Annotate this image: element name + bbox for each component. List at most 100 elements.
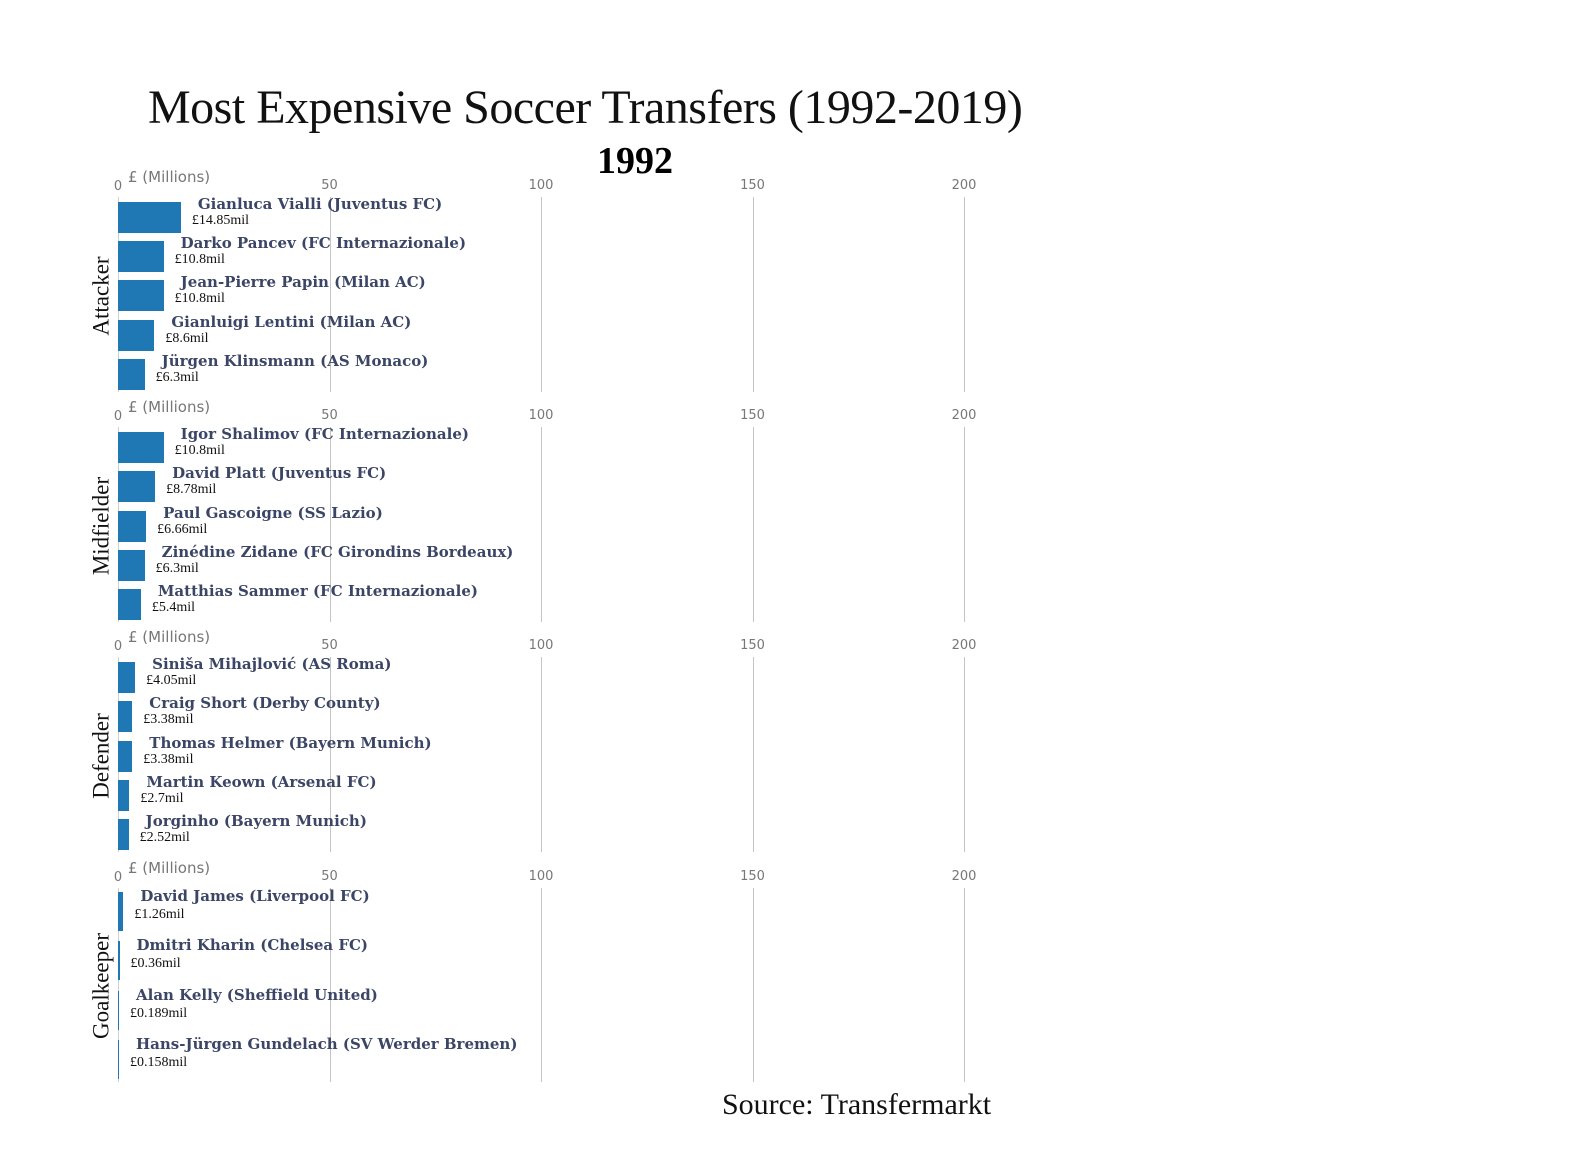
- x-tick-label: 50: [321, 869, 338, 884]
- player-name-label: Alan Kelly (Sheffield United): [136, 985, 378, 1004]
- gridline-200: [964, 427, 965, 622]
- x-tick-label: 50: [321, 408, 338, 423]
- x-axis-label: £ (Millions): [128, 628, 211, 646]
- player-name-label: Dmitri Kharin (Chelsea FC): [136, 936, 369, 955]
- bar: [118, 662, 136, 693]
- x-tick-label: 0: [113, 179, 123, 194]
- bar: [118, 892, 124, 931]
- player-name-label: Darko Pancev (FC Internazionale): [180, 234, 467, 253]
- transfer-fee-label: £10.8mil: [174, 291, 225, 307]
- bar: [118, 990, 119, 1030]
- x-tick-label: 50: [321, 178, 338, 193]
- gridline-50: [330, 657, 331, 852]
- bar: [118, 819, 129, 851]
- x-tick-label: 100: [528, 869, 554, 884]
- transfer-fee-label: £0.36mil: [130, 956, 181, 972]
- source-caption: Source: Transfermarkt: [722, 1088, 992, 1121]
- transfer-fee-label: £6.66mil: [157, 521, 208, 537]
- chart-title: Most Expensive Soccer Transfers (1992-20…: [148, 81, 1023, 134]
- player-name-label: Hans-Jürgen Gundelach (SV Werder Bremen): [136, 1035, 518, 1054]
- transfer-fee-label: £8.78mil: [166, 482, 217, 498]
- player-name-label: Igor Shalimov (FC Internazionale): [180, 425, 469, 443]
- player-name-label: Jorginho (Bayern Munich): [145, 812, 367, 831]
- player-name-label: David Platt (Juventus FC): [172, 464, 387, 483]
- x-tick-label: 200: [951, 869, 977, 884]
- bar: [118, 740, 133, 772]
- gridline-150: [753, 427, 754, 622]
- gridline-150: [753, 197, 754, 392]
- transfer-fee-label: £3.38mil: [143, 712, 194, 728]
- bar: [118, 358, 145, 390]
- gridline-200: [964, 197, 965, 392]
- bar: [118, 241, 164, 273]
- transfer-fee-label: £0.158mil: [130, 1055, 188, 1071]
- x-tick-label: 50: [321, 638, 338, 653]
- x-tick-label: 0: [113, 870, 123, 885]
- player-name-label: Craig Short (Derby County): [149, 694, 381, 713]
- x-tick-label: 0: [113, 409, 123, 424]
- bar: [118, 1040, 119, 1080]
- gridline-50: [330, 427, 331, 622]
- player-name-label: Thomas Helmer (Bayern Munich): [149, 733, 432, 752]
- x-tick-label: 200: [951, 178, 977, 193]
- bar: [118, 589, 141, 621]
- bar: [118, 319, 155, 351]
- gridline-150: [753, 888, 754, 1082]
- position-label: Attacker: [88, 256, 114, 336]
- player-name-label: David James (Liverpool FC): [140, 887, 370, 905]
- bar: [118, 471, 156, 503]
- x-axis-label: £ (Millions): [128, 859, 211, 877]
- x-tick-label: 150: [740, 408, 765, 423]
- transfer-fee-label: £14.85mil: [191, 213, 249, 228]
- x-tick-label: 150: [740, 178, 765, 193]
- bar: [118, 549, 145, 581]
- x-tick-label: 100: [528, 408, 554, 423]
- bar: [118, 701, 133, 733]
- player-name-label: Paul Gascoigne (SS Lazio): [163, 503, 383, 522]
- bar: [118, 202, 181, 233]
- position-label: Defender: [88, 713, 114, 799]
- player-name-label: Gianluigi Lentini (Milan AC): [171, 312, 412, 331]
- player-name-label: Siniša Mihajlović (AS Roma): [152, 655, 392, 673]
- bar: [118, 779, 130, 811]
- player-name-label: Zinédine Zidane (FC Girondins Bordeaux): [161, 542, 514, 561]
- player-name-label: Jean-Pierre Papin (Milan AC): [180, 273, 426, 292]
- transfer-fee-label: £4.05mil: [146, 673, 197, 688]
- x-tick-label: 150: [740, 869, 765, 884]
- transfer-fee-label: £2.52mil: [139, 830, 190, 846]
- gridline-100: [541, 657, 542, 852]
- transfer-fee-label: £10.8mil: [174, 443, 225, 458]
- transfer-fee-label: £6.3mil: [155, 369, 199, 385]
- transfer-fee-label: £2.7mil: [140, 790, 184, 806]
- gridline-0: [118, 888, 119, 1082]
- gridline-100: [541, 888, 542, 1082]
- gridline-150: [753, 657, 754, 852]
- gridline-200: [964, 888, 965, 1082]
- transfer-fee-label: £10.8mil: [174, 252, 225, 268]
- position-label: Goalkeeper: [88, 932, 114, 1039]
- transfer-fee-label: £6.3mil: [155, 560, 199, 576]
- transfer-fee-label: £3.38mil: [143, 751, 194, 767]
- bar: [118, 941, 120, 981]
- x-tick-label: 200: [951, 408, 977, 423]
- position-label: Midfielder: [88, 476, 114, 576]
- player-name-label: Martin Keown (Arsenal FC): [146, 772, 377, 791]
- transfer-fee-label: £0.189mil: [130, 1005, 188, 1021]
- player-name-label: Gianluca Vialli (Juventus FC): [197, 195, 443, 213]
- bar: [118, 280, 164, 312]
- gridline-200: [964, 657, 965, 852]
- x-tick-label: 100: [528, 178, 554, 193]
- year-label: 1992: [597, 140, 673, 182]
- player-name-label: Matthias Sammer (FC Internazionale): [157, 582, 478, 601]
- x-tick-label: 100: [528, 638, 554, 653]
- transfer-fee-label: £5.4mil: [151, 600, 195, 616]
- gridline-100: [541, 427, 542, 622]
- x-axis-label: £ (Millions): [128, 168, 211, 186]
- bar: [118, 432, 164, 463]
- x-axis-label: £ (Millions): [128, 398, 211, 416]
- player-name-label: Jürgen Klinsmann (AS Monaco): [161, 351, 429, 370]
- bar: [118, 510, 147, 542]
- gridline-50: [330, 888, 331, 1082]
- transfer-fee-label: £8.6mil: [165, 330, 209, 346]
- transfer-fee-label: £1.26mil: [134, 907, 185, 922]
